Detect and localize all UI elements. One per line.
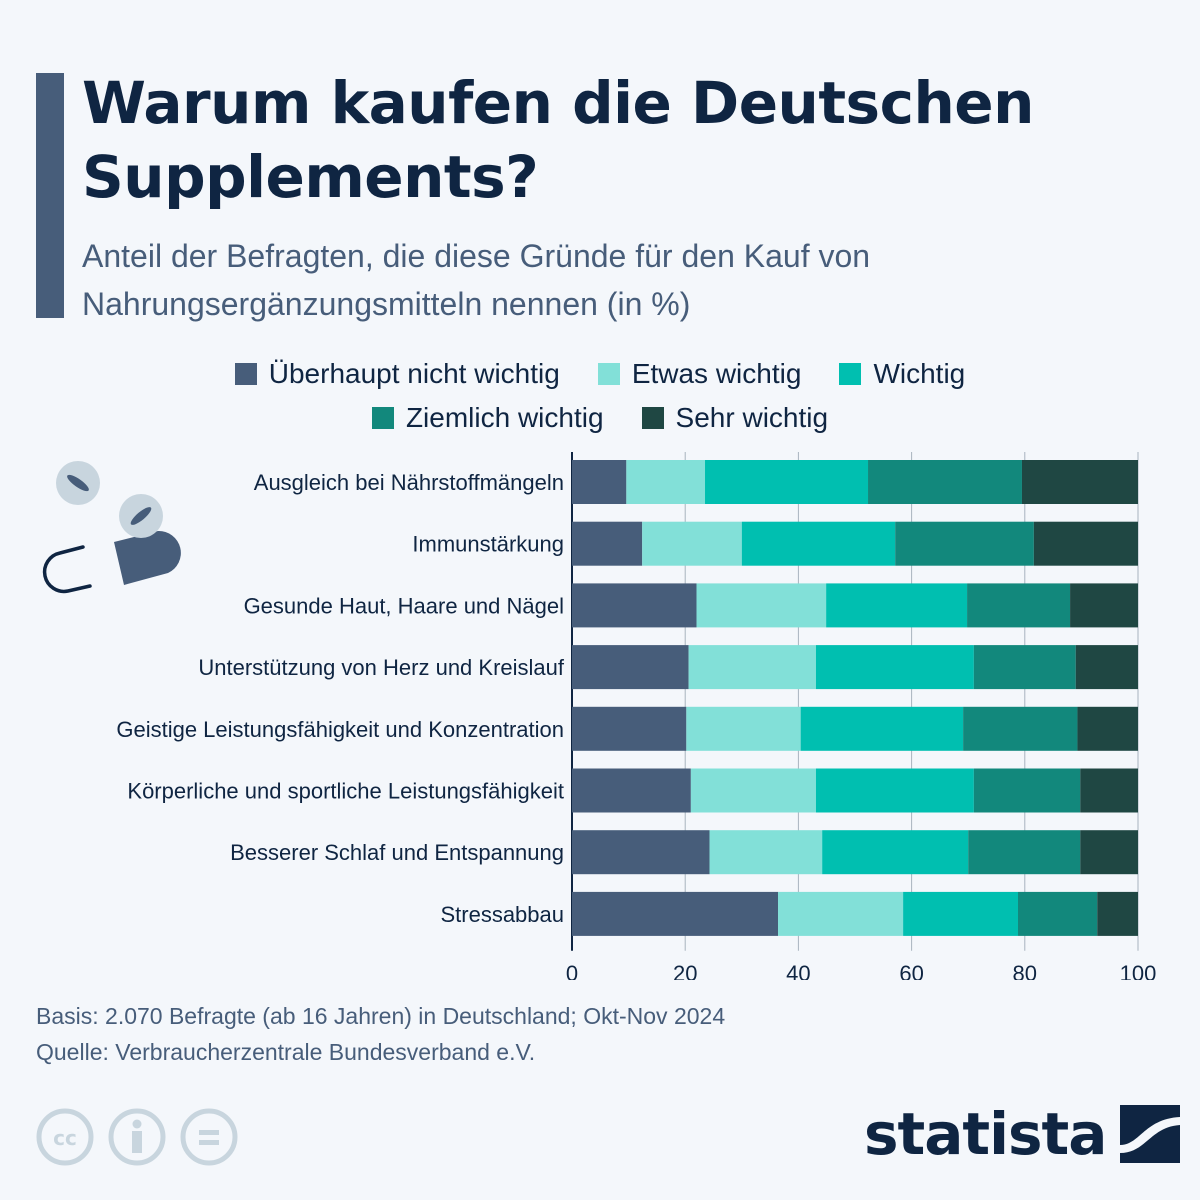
bar-segment: [696, 583, 827, 628]
bar-segment: [778, 891, 904, 936]
bar-segment: [688, 645, 816, 690]
pill-capsule-icon: [42, 461, 181, 594]
legend-label: Etwas wichtig: [631, 358, 802, 389]
category-label: Immunstärkung: [412, 532, 564, 557]
source-note: Quelle: Verbraucherzentrale Bundesverban…: [36, 1039, 536, 1065]
category-label: Körperliche und sportliche Leistungsfähi…: [127, 779, 564, 804]
bar-segment: [1077, 706, 1138, 751]
bar-segment: [642, 521, 742, 566]
bar-segment: [572, 645, 689, 690]
legend-item: Wichtig: [839, 358, 965, 390]
footer: Basis: 2.070 Befragte (ab 16 Jahren) in …: [36, 998, 725, 1070]
legend: Überhaupt nicht wichtig Etwas wichtig Wi…: [100, 352, 1100, 440]
category-label: Ausgleich bei Nährstoffmängeln: [254, 470, 564, 495]
legend-swatch: [234, 363, 257, 385]
basis-note: Basis: 2.070 Befragte (ab 16 Jahren) in …: [36, 1003, 726, 1029]
bar-segment: [572, 460, 627, 504]
cc-icon[interactable]: cc: [36, 1108, 94, 1166]
bar-segment: [973, 768, 1081, 813]
bar-segment: [1018, 891, 1098, 936]
bar-segment: [1033, 521, 1138, 566]
bar-segment: [968, 830, 1081, 875]
bar-segment: [572, 891, 779, 936]
legend-swatch: [371, 407, 394, 429]
category-label: Besserer Schlaf und Entspannung: [230, 840, 564, 865]
bar-segment: [572, 521, 643, 566]
legend-swatch: [641, 407, 664, 429]
bar-segment: [973, 645, 1076, 690]
no-derivatives-icon[interactable]: [180, 1108, 238, 1166]
bar-segment: [741, 521, 896, 566]
stacked-bar-chart: Ausgleich bei Nährstoffmängeln Immunstärk…: [42, 452, 1157, 980]
legend-item: Sehr wichtig: [641, 402, 829, 434]
category-label: Geistige Leistungsfähigkeit und Konzentr…: [116, 717, 564, 742]
legend-label: Ziemlich wichtig: [405, 402, 604, 433]
bar-segment: [1075, 645, 1138, 690]
bar-segment: [572, 583, 697, 628]
legend-label: Sehr wichtig: [675, 402, 829, 433]
legend-swatch: [597, 363, 620, 385]
legend-item: Überhaupt nicht wichtig: [234, 358, 560, 390]
bar-segment: [822, 830, 969, 875]
svg-text:cc: cc: [53, 1126, 77, 1150]
x-tick-label: 0: [566, 961, 578, 980]
legend-label: Überhaupt nicht wichtig: [268, 358, 560, 389]
legend-item: Ziemlich wichtig: [371, 402, 604, 434]
bar-segment: [572, 830, 710, 875]
bar-segment: [705, 460, 869, 504]
category-label: Unterstützung von Herz und Kreislauf: [198, 655, 565, 680]
bar-segment: [800, 706, 964, 751]
bar-segment: [1097, 891, 1138, 936]
category-label: Gesunde Haut, Haare und Nägel: [244, 593, 564, 618]
bar-segment: [686, 706, 801, 751]
x-tick-label: 60: [899, 961, 923, 980]
chart-subtitle: Anteil der Befragten, die diese Gründe f…: [82, 238, 871, 322]
title-accent-bar: [36, 73, 64, 318]
statista-logo[interactable]: statista: [864, 1100, 1181, 1168]
chart-title: Warum kaufen die Deutschen Supplements?: [82, 69, 1034, 211]
bar-segment: [626, 460, 706, 504]
bar-segment: [815, 768, 974, 813]
bar-segment: [1021, 460, 1138, 504]
bar-segment: [1080, 830, 1138, 875]
x-tick-label: 100: [1120, 961, 1157, 980]
bar-segment: [815, 645, 974, 690]
bar-segment: [967, 583, 1071, 628]
x-tick-label: 40: [786, 961, 810, 980]
bar-segment: [1070, 583, 1138, 628]
bar-segment: [690, 768, 816, 813]
bar-segment: [1080, 768, 1138, 813]
bar-segment: [709, 830, 823, 875]
x-tick-label: 20: [673, 961, 697, 980]
legend-item: Etwas wichtig: [597, 358, 802, 390]
attribution-icon[interactable]: [108, 1108, 166, 1166]
statista-logo-icon: [1120, 1105, 1181, 1163]
category-label: Stressabbau: [440, 902, 564, 927]
legend-swatch: [839, 363, 862, 385]
logo-text: statista: [864, 1100, 1107, 1168]
license-icons: cc: [36, 1108, 238, 1166]
bar-segment: [963, 706, 1078, 751]
bar-segment: [826, 583, 968, 628]
bar-segment: [895, 521, 1034, 566]
bar-segment: [868, 460, 1022, 504]
bar-segment: [903, 891, 1019, 936]
bar-segment: [572, 768, 691, 813]
bar-segment: [572, 706, 687, 751]
legend-label: Wichtig: [873, 358, 966, 389]
x-tick-label: 80: [1013, 961, 1037, 980]
